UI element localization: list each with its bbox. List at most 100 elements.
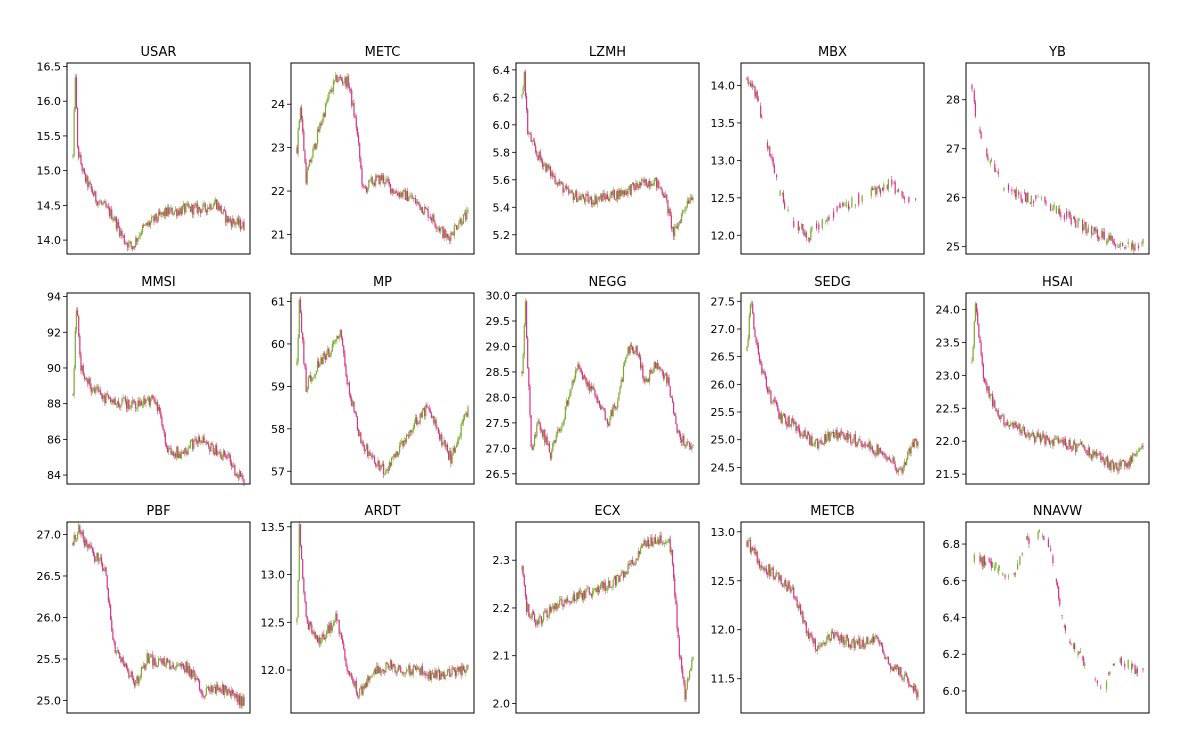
candle-body	[853, 638, 855, 649]
y-tick-label: 2.1	[493, 650, 511, 663]
y-tick-label: 25.5	[37, 653, 62, 666]
candle-body	[894, 666, 896, 670]
candle-body	[1136, 668, 1138, 673]
candle-body	[312, 632, 314, 634]
candle-body	[1052, 555, 1054, 563]
candle-body	[691, 445, 693, 450]
candle-body	[310, 621, 312, 625]
candle-body	[917, 691, 919, 698]
candle-body	[556, 183, 558, 185]
candle-body	[349, 394, 352, 399]
candle-body	[999, 415, 1002, 420]
candle-body	[88, 378, 90, 384]
candle-body	[189, 440, 192, 447]
candle-body	[559, 181, 561, 184]
candle-body	[765, 376, 767, 388]
candle-body	[237, 476, 239, 478]
candle-body	[826, 437, 828, 443]
candle-body	[807, 238, 810, 239]
candle-body	[748, 539, 750, 541]
candle-body	[1115, 462, 1117, 465]
candle-body	[971, 85, 973, 90]
candle-body	[451, 455, 453, 464]
candle-body	[337, 80, 339, 83]
candle-body	[596, 396, 598, 403]
candle-body	[626, 355, 628, 358]
candle-body	[418, 668, 420, 670]
candle-body	[148, 397, 150, 406]
candle-body	[568, 188, 570, 194]
candle-body	[605, 419, 607, 421]
candle-body	[1047, 438, 1049, 440]
candle-body	[577, 592, 579, 599]
candle-body	[521, 371, 523, 374]
candle-body	[95, 559, 97, 562]
candle-body	[140, 232, 142, 235]
y-tick-label: 30.0	[486, 290, 511, 303]
axes-frame	[290, 521, 475, 714]
candle-body	[384, 671, 386, 673]
candle-body	[459, 436, 461, 438]
candle-body	[901, 469, 903, 473]
candle-body	[1134, 665, 1136, 675]
candle-body	[762, 567, 764, 569]
candle-body	[899, 468, 901, 470]
candle-body	[1104, 460, 1106, 465]
candle-body	[344, 648, 346, 659]
candle-body	[442, 227, 444, 238]
candle-body	[825, 434, 827, 443]
candle-body	[393, 192, 395, 194]
candle-body	[989, 161, 991, 164]
candle-body	[898, 666, 900, 675]
candle-body	[148, 222, 150, 226]
candle-body	[159, 406, 161, 412]
candle-body	[786, 586, 788, 592]
candle-body	[298, 120, 300, 129]
candle-body	[376, 665, 378, 675]
candle-body	[828, 431, 830, 441]
candle-body	[400, 667, 402, 673]
candle-body	[617, 400, 619, 408]
candle-body	[564, 185, 566, 190]
candle-body	[1133, 247, 1135, 251]
candle-body	[669, 539, 671, 553]
candle-body	[797, 606, 799, 608]
candle-body	[815, 649, 818, 651]
candle-body	[1037, 196, 1039, 198]
candle-body	[205, 687, 207, 696]
candle-body	[812, 445, 814, 447]
candle-body	[1091, 225, 1093, 235]
candle-body	[657, 539, 659, 543]
candle-body	[81, 365, 83, 371]
candle-body	[843, 433, 845, 438]
candle-body	[913, 685, 916, 692]
candle-body	[830, 631, 832, 641]
candle-body	[530, 134, 532, 142]
candle-body	[1074, 643, 1076, 650]
candle-body	[130, 671, 132, 677]
candle-body	[433, 673, 435, 678]
candle-body	[303, 131, 305, 151]
candle-body	[1111, 460, 1113, 463]
candle-body	[169, 660, 171, 670]
candle-body	[684, 683, 686, 700]
candle-body	[345, 366, 347, 376]
candle-body	[527, 109, 529, 134]
candle-body	[1093, 227, 1095, 234]
candle-body	[412, 428, 414, 431]
candle-body	[827, 217, 829, 221]
candle-body	[747, 540, 749, 547]
candle-body	[155, 401, 157, 405]
candle-body	[1127, 659, 1129, 668]
candle-body	[635, 346, 637, 352]
candle-body	[908, 680, 910, 687]
candle-body	[586, 588, 588, 591]
candle-body	[796, 426, 798, 431]
candle-body	[810, 633, 812, 635]
candle-body	[653, 362, 655, 372]
candle-body	[234, 693, 236, 698]
candle-body	[90, 387, 92, 393]
candle-body	[821, 643, 823, 646]
candle-body	[1099, 452, 1101, 454]
